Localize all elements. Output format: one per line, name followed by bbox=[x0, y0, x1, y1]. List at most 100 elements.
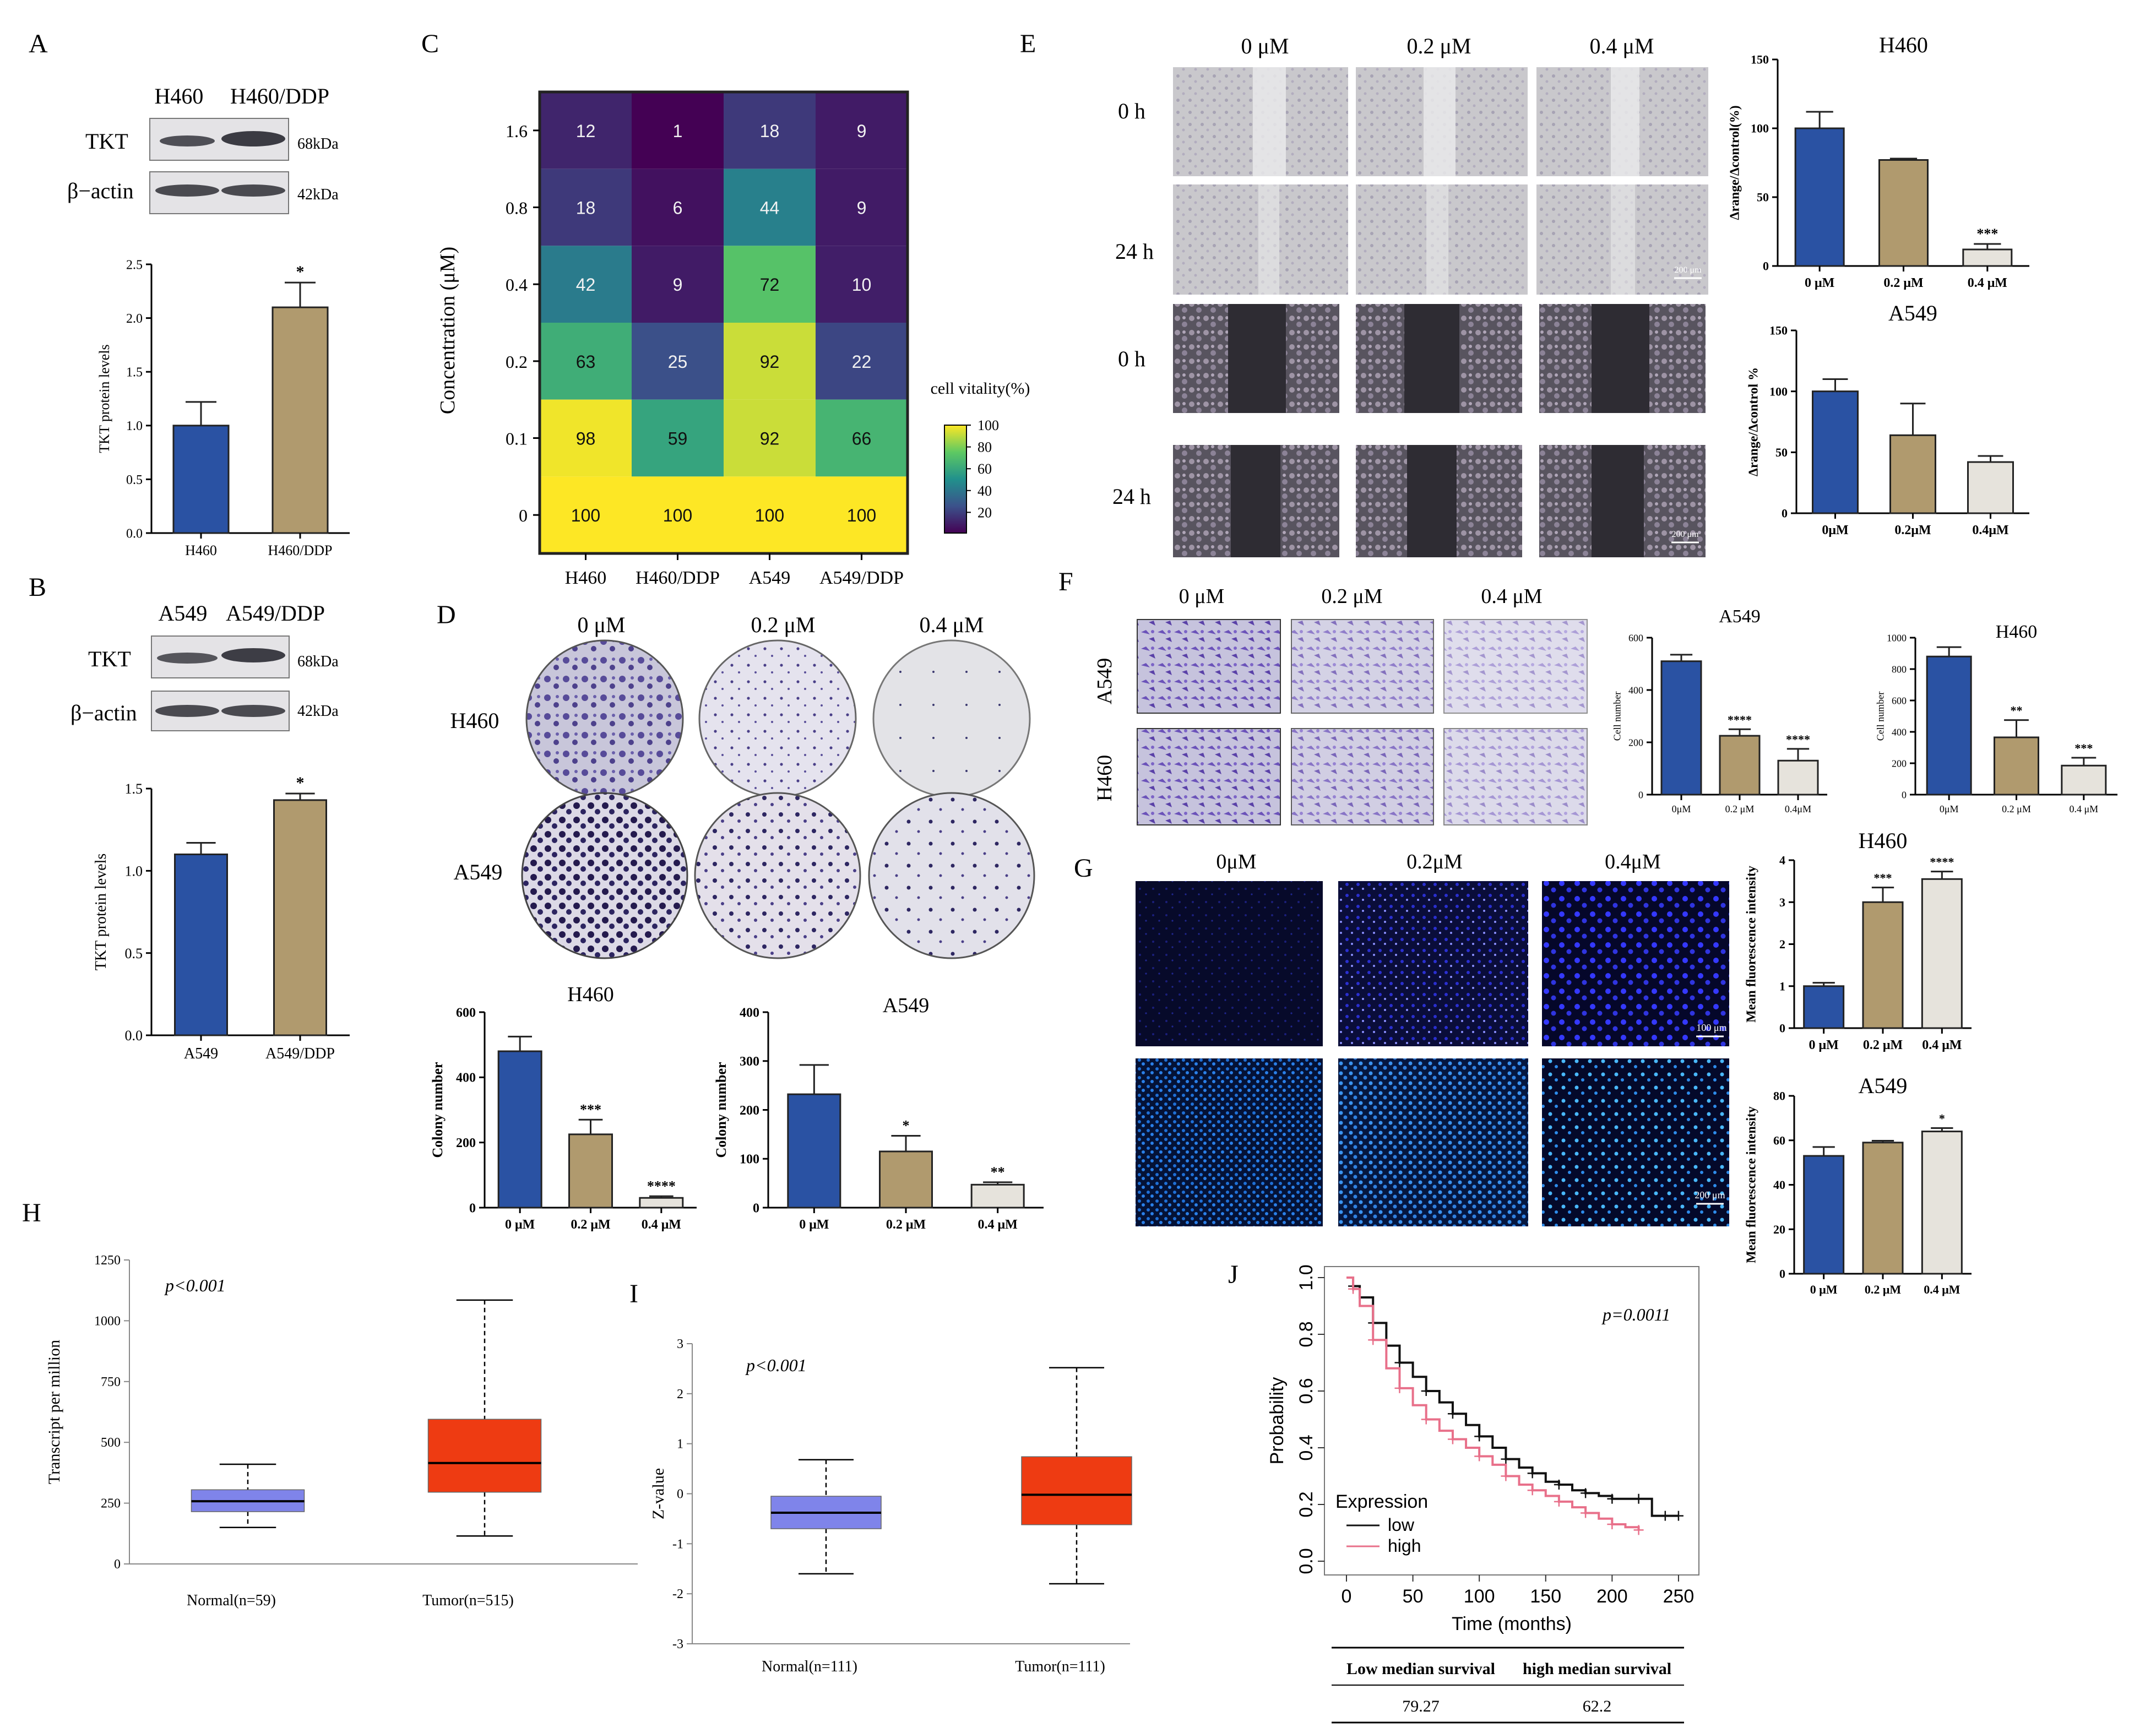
x-tick-label: 0.4 μM bbox=[1922, 1038, 1962, 1052]
y-tick-label: 100 bbox=[740, 1153, 759, 1167]
blot-b-row-1-label: TKT bbox=[88, 647, 131, 671]
y-tick-label: -1 bbox=[672, 1537, 683, 1551]
heatmap-cell bbox=[724, 476, 816, 553]
chart-b-tkt-levels: 0.0 0.5 1.0 1.5 TKT protein levels A549 * A549/… bbox=[93, 774, 350, 1062]
bar bbox=[1921, 1131, 1963, 1275]
bar bbox=[1962, 248, 2013, 267]
x-tick-label: 0 μM bbox=[1809, 1038, 1839, 1052]
panel-letter-f: F bbox=[1058, 567, 1073, 596]
y-tick-label: 3 bbox=[677, 1337, 683, 1351]
p-value-annotation: p<0.001 bbox=[745, 1355, 807, 1375]
heatmap-cell-value: 9 bbox=[857, 198, 867, 218]
y-tick-label: 600 bbox=[1628, 632, 1643, 643]
scratch-gap-r3c3 bbox=[1592, 304, 1649, 413]
blot-a-row-1-kda: 68kDa bbox=[297, 135, 339, 153]
dish-r2c2 bbox=[694, 792, 861, 959]
scratch-scale-bar-label-2: 200 μm bbox=[1671, 530, 1699, 539]
x-tick-label: 0.2 μM bbox=[1725, 803, 1755, 814]
blot-a-row-1-label: TKT bbox=[85, 129, 128, 154]
heatmap-cell bbox=[540, 323, 632, 400]
significance-marker: *** bbox=[1874, 871, 1892, 885]
transwell-row-2: H460 bbox=[1093, 755, 1116, 801]
blot-b-row-1-kda: 68kDa bbox=[297, 653, 339, 670]
y-tick-label: 40 bbox=[1773, 1178, 1785, 1192]
heatmap-cell-value: 63 bbox=[576, 352, 596, 372]
bar bbox=[1921, 878, 1963, 1029]
y-tick-label: 1.0 bbox=[125, 863, 143, 879]
significance-marker: *** bbox=[1976, 226, 1998, 242]
heatmap-cell-value: 25 bbox=[668, 352, 688, 372]
panel-letter-h: H bbox=[22, 1198, 41, 1227]
blot-a-lane-2: H460/DDP bbox=[230, 84, 329, 108]
significance-marker: *** bbox=[2074, 741, 2093, 755]
heatmap-cell bbox=[724, 399, 816, 477]
heatmap-cell bbox=[632, 399, 724, 477]
y-tick-label: 1.5 bbox=[125, 781, 143, 797]
y-axis-label: Z-value bbox=[649, 1468, 667, 1519]
x-tick-label: H460 bbox=[185, 542, 217, 558]
chart-d-colony-a549: 0 100 200 300 400 Colony number A549 0 μM * 0.2 μ… bbox=[713, 994, 1044, 1232]
dish-col-1: 0 μM bbox=[577, 612, 625, 637]
y-tick-label: 0.1 bbox=[506, 429, 528, 449]
heatmap-cell bbox=[724, 92, 816, 169]
chart-a-tkt-levels: 0.0 0.5 1.0 1.5 2.0 2.5 TKT protein levels H460… bbox=[96, 258, 350, 558]
chart-title: H460 bbox=[1859, 828, 1908, 853]
heatmap-cell bbox=[724, 246, 816, 323]
heatmap-cell bbox=[632, 476, 724, 553]
western-blot-b: A549 A549/DDP TKT β−actin 68kDa 42kDa bbox=[70, 601, 339, 731]
legend-title: Expression bbox=[1335, 1491, 1428, 1512]
fluor-scale-bar-label-2: 200 μm bbox=[1695, 1189, 1725, 1200]
x-tick-label: A549 bbox=[184, 1045, 218, 1062]
heatmap-cell-value: 1 bbox=[673, 121, 683, 141]
bar bbox=[1889, 434, 1936, 514]
heatmap-cell-value: 59 bbox=[668, 429, 688, 449]
y-tick-label: 200 bbox=[456, 1136, 476, 1150]
km-table-header-low: Low median survival bbox=[1346, 1660, 1495, 1678]
y-axis-label: Mean fluorescence intensity bbox=[1745, 1106, 1759, 1263]
km-table-value-high: 62.2 bbox=[1583, 1697, 1612, 1715]
colorbar-tick-label: 40 bbox=[977, 483, 992, 499]
bar bbox=[172, 425, 230, 534]
scratch-gap-r4c1 bbox=[1231, 445, 1280, 557]
dish-row-1: H460 bbox=[450, 708, 499, 733]
chart-f-cellnumber-h460: 0 200 400 600 800 1000 Cell number H460 0μM ** 0.2… bbox=[1875, 622, 2117, 814]
bar bbox=[1660, 660, 1702, 796]
bar bbox=[1926, 655, 1972, 796]
chart-g-fluorescence-h460: 0 1 2 3 4 Mean fluorescence intensity H460 0 μM… bbox=[1745, 828, 1972, 1052]
chart-title: A549 bbox=[1719, 606, 1761, 627]
y-tick-label: 200 bbox=[1628, 737, 1643, 748]
y-tick-label: 2 bbox=[1779, 937, 1785, 951]
x-tick-label: 0.4 μM bbox=[2070, 803, 2099, 814]
y-tick-label: 0.5 bbox=[125, 946, 143, 961]
y-tick-label: 0 bbox=[1779, 1022, 1785, 1035]
y-tick-label: 0 bbox=[1638, 789, 1643, 800]
heatmap-cell bbox=[816, 169, 908, 246]
heatmap-cell bbox=[632, 92, 724, 169]
x-tick-label: 0.4μM bbox=[1785, 803, 1811, 814]
y-tick-label: 1 bbox=[677, 1437, 683, 1452]
x-tick-label: 0.4 μM bbox=[1924, 1283, 1960, 1296]
y-tick-label: 0 bbox=[114, 1557, 121, 1572]
fluor-scale-bar-label-1: 100 μm bbox=[1696, 1022, 1726, 1033]
x-tick-label: H460/DDP bbox=[268, 542, 332, 558]
western-blot-a: H460 H460/DDP TKT β−actin 68kDa 42kDa bbox=[67, 84, 339, 214]
blot-a-row-2-kda: 42kDa bbox=[297, 186, 339, 203]
scratch-row-1: 0 h bbox=[1118, 99, 1145, 123]
km-table-header-high: high median survival bbox=[1523, 1660, 1671, 1678]
y-tick-label: 0.0 bbox=[126, 526, 143, 541]
x-tick-label: 0μM bbox=[1822, 523, 1848, 537]
transwell-col-1: 0 μM bbox=[1179, 585, 1225, 608]
blot-b-lane-2: A549/DDP bbox=[226, 601, 325, 626]
y-tick-label: 2.5 bbox=[126, 258, 143, 272]
y-axis-label: Mean fluorescence intensity bbox=[1745, 866, 1759, 1023]
heatmap-cell bbox=[540, 246, 632, 323]
y-tick-label: 100 bbox=[1769, 384, 1788, 398]
significance-marker: **** bbox=[1786, 732, 1810, 746]
bar bbox=[1777, 759, 1819, 796]
panel-letter-a: A bbox=[29, 29, 48, 58]
blot-b-actin-spot-2 bbox=[221, 705, 285, 717]
heatmap-cell bbox=[816, 476, 908, 553]
scratch-gap-r1c1 bbox=[1253, 67, 1286, 176]
colorbar bbox=[944, 425, 967, 534]
scratch-gap-r1c2 bbox=[1424, 67, 1456, 176]
